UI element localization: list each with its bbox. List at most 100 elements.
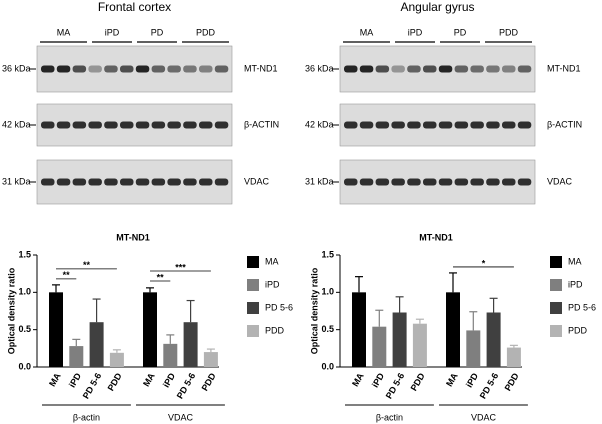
y-tick-label: 1.5 (321, 249, 334, 259)
bar (352, 292, 366, 367)
bar-label: PD 5-6 (175, 371, 198, 400)
y-tick-label: 0.0 (18, 361, 31, 371)
legend-swatch (247, 325, 259, 337)
blot-band (56, 178, 71, 186)
bar-label: MA (350, 371, 366, 389)
bar (392, 312, 407, 367)
blot-band (214, 65, 229, 73)
bar (506, 347, 521, 367)
blot-band (41, 121, 55, 129)
chart-title: MT-ND1 (116, 232, 150, 242)
blot-band (470, 65, 484, 73)
legend-label: iPD (265, 279, 280, 289)
bar-label: MA (141, 371, 157, 389)
blot-band (502, 65, 516, 73)
protein-label: MT-ND1 (547, 63, 581, 73)
size-label: 42 kDa (305, 119, 334, 129)
blot-band (199, 65, 213, 73)
blot-band (56, 65, 71, 73)
y-tick-label: 1.5 (18, 249, 31, 259)
blot-band (88, 121, 102, 129)
blot-band (135, 121, 150, 129)
x-group-label: VDAC (168, 412, 194, 422)
legend-swatch (550, 279, 562, 291)
size-label: 42 kDa (2, 119, 31, 129)
y-tick-label: 1.0 (321, 287, 334, 297)
y-tick-label: 0.0 (321, 361, 334, 371)
blot-band (454, 65, 469, 73)
blot-band (517, 178, 532, 186)
bar (446, 292, 460, 367)
blot-band (88, 65, 102, 73)
group-label: MA (360, 27, 374, 37)
blot-band (344, 65, 358, 73)
bar (183, 322, 198, 367)
blot-band (183, 65, 197, 73)
blot-band (502, 178, 516, 186)
bar-label: PDD (409, 371, 427, 393)
blot-band (454, 121, 469, 129)
blot-band (104, 65, 118, 73)
legend-swatch (247, 302, 259, 314)
protein-label: β-ACTIN (547, 119, 582, 129)
blot-band (135, 65, 150, 73)
y-tick-label: 0.5 (321, 324, 334, 334)
blot-band (391, 178, 405, 186)
significance-label: ** (63, 270, 71, 280)
blot-band (72, 121, 87, 129)
blot-band (72, 65, 87, 73)
blot-band (486, 65, 500, 73)
blot-band (183, 178, 197, 186)
blot-band (423, 65, 437, 73)
blot-band (151, 65, 166, 73)
y-axis-label: Optical density ratio (6, 267, 16, 354)
blot-band (72, 178, 87, 186)
protein-label: MT-ND1 (244, 63, 278, 73)
legend-label: PDD (568, 325, 588, 335)
group-label: iPD (408, 27, 423, 37)
blot-band (135, 178, 150, 186)
blot-band (454, 178, 469, 186)
legend-swatch (247, 256, 259, 268)
blot-band (359, 178, 374, 186)
blot-band (41, 65, 55, 73)
group-label: PDD (196, 27, 216, 37)
bar-label: MA (444, 371, 460, 389)
significance-label: ** (83, 260, 91, 270)
bar (69, 346, 84, 367)
bar (203, 352, 218, 367)
blot-band (167, 121, 181, 129)
chart-title: MT-ND1 (419, 232, 453, 242)
significance-label: *** (175, 262, 186, 272)
significance-label: ** (157, 272, 165, 282)
blot-band (375, 178, 390, 186)
blot-band (199, 121, 213, 129)
blot-band (486, 178, 500, 186)
legend-label: PD 5-6 (265, 302, 293, 312)
x-group-label: VDAC (471, 412, 497, 422)
blot-band (344, 121, 358, 129)
legend-label: MA (265, 256, 279, 266)
blot-band (151, 121, 166, 129)
blot-band (214, 121, 229, 129)
legend-swatch (550, 256, 562, 268)
bar-label: PD 5-6 (384, 371, 407, 400)
legend-swatch (247, 279, 259, 291)
blot-band (359, 121, 374, 129)
blot-band (359, 65, 374, 73)
bar-label: iPD (370, 371, 386, 389)
blot-band (41, 178, 55, 186)
bar (486, 312, 501, 367)
blot-band (423, 178, 437, 186)
blot-band (407, 65, 421, 73)
blot-band (391, 121, 405, 129)
legend-label: iPD (568, 279, 583, 289)
blot-panel: Angular gyrus MA iPD PD PDD 36 kDa MT-ND1 42 kD… (305, 0, 582, 205)
legend-label: PDD (265, 325, 285, 335)
group-label: PDD (499, 27, 519, 37)
bar (466, 330, 481, 367)
blot-band (344, 178, 358, 186)
bar-label: PDD (106, 371, 124, 393)
